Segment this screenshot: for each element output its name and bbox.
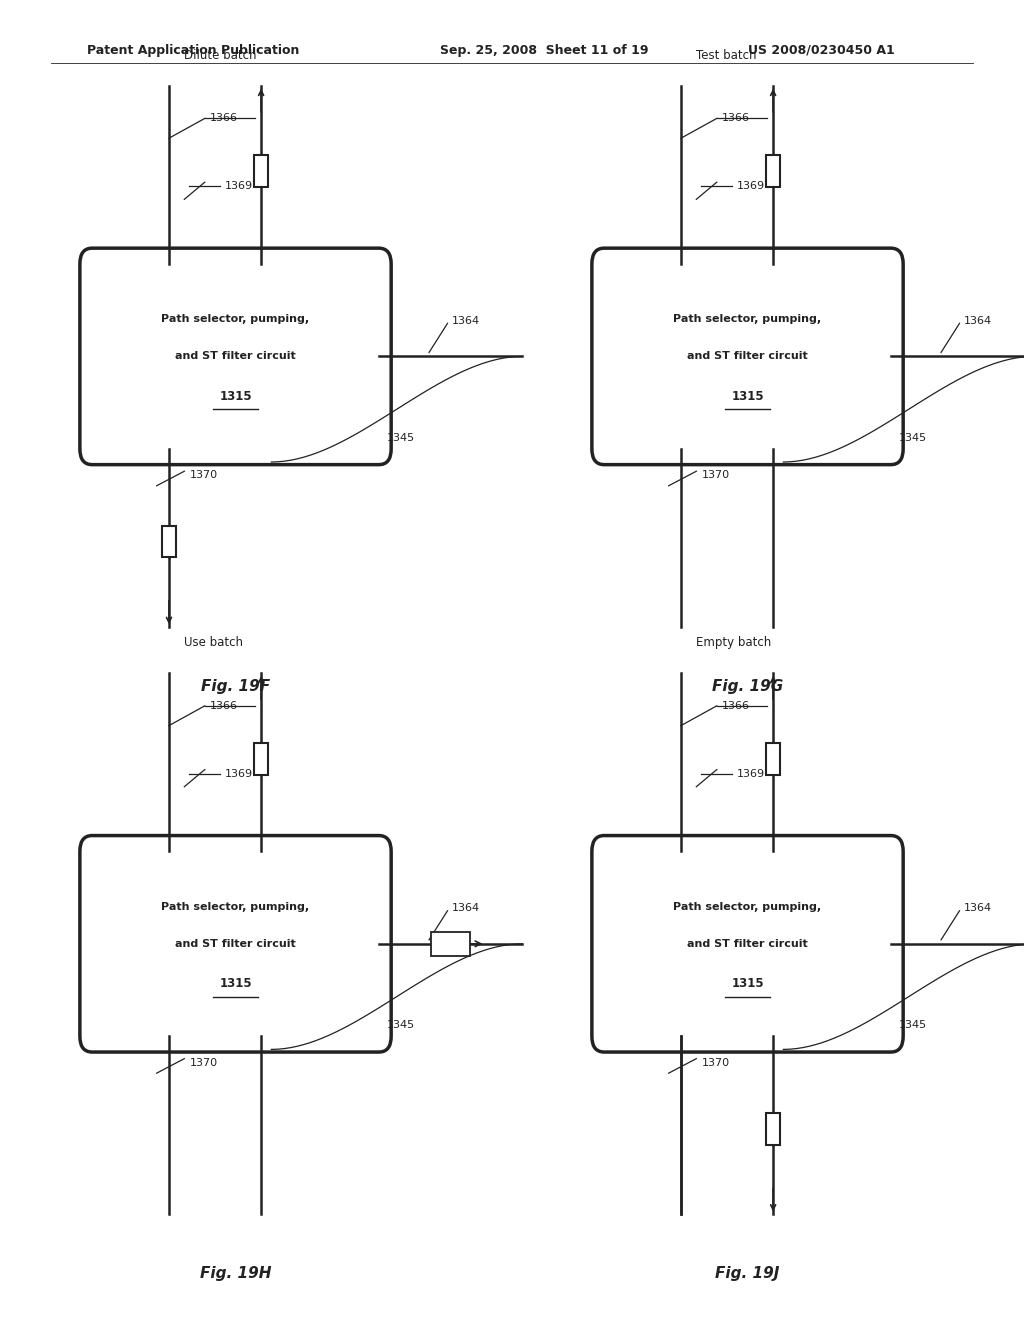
Text: Dilute batch: Dilute batch	[184, 49, 257, 62]
FancyBboxPatch shape	[592, 248, 903, 465]
Text: 1369: 1369	[737, 768, 765, 779]
Text: 1370: 1370	[189, 1057, 217, 1068]
Text: 1345: 1345	[387, 1020, 415, 1031]
Text: Path selector, pumping,: Path selector, pumping,	[162, 902, 309, 912]
Text: Path selector, pumping,: Path selector, pumping,	[674, 314, 821, 325]
Text: Fig. 19G: Fig. 19G	[712, 678, 783, 694]
Bar	[431, 932, 470, 956]
Text: 1364: 1364	[964, 315, 991, 326]
FancyBboxPatch shape	[80, 248, 391, 465]
Bar	[766, 1113, 780, 1144]
Text: 1370: 1370	[701, 1057, 729, 1068]
Text: Test batch: Test batch	[696, 49, 757, 62]
Text: 1366: 1366	[210, 701, 238, 710]
Text: 1345: 1345	[899, 433, 927, 444]
Text: 1315: 1315	[731, 977, 764, 990]
Text: 1366: 1366	[210, 114, 238, 123]
Text: 1315: 1315	[219, 389, 252, 403]
Text: Fig. 19F: Fig. 19F	[201, 678, 270, 694]
Text: Sep. 25, 2008  Sheet 11 of 19: Sep. 25, 2008 Sheet 11 of 19	[440, 44, 649, 57]
Text: Empty batch: Empty batch	[696, 636, 771, 649]
Bar	[766, 156, 780, 187]
Text: 1370: 1370	[701, 470, 729, 480]
Text: Patent Application Publication: Patent Application Publication	[87, 44, 299, 57]
Text: and ST filter circuit: and ST filter circuit	[687, 939, 808, 949]
Text: US 2008/0230450 A1: US 2008/0230450 A1	[748, 44, 894, 57]
Text: and ST filter circuit: and ST filter circuit	[175, 939, 296, 949]
Text: 1345: 1345	[387, 433, 415, 444]
Text: Fig. 19H: Fig. 19H	[200, 1266, 271, 1282]
Text: 1366: 1366	[722, 701, 750, 710]
Text: and ST filter circuit: and ST filter circuit	[175, 351, 296, 362]
Bar	[254, 743, 268, 775]
FancyBboxPatch shape	[592, 836, 903, 1052]
Text: 1315: 1315	[731, 389, 764, 403]
Text: 1364: 1364	[452, 903, 479, 913]
Bar	[254, 156, 268, 187]
Bar	[766, 743, 780, 775]
Text: 1369: 1369	[225, 768, 253, 779]
Text: 1364: 1364	[452, 315, 479, 326]
Bar	[162, 525, 176, 557]
Text: 1315: 1315	[219, 977, 252, 990]
Text: 1364: 1364	[964, 903, 991, 913]
Text: Path selector, pumping,: Path selector, pumping,	[674, 902, 821, 912]
Text: Use batch: Use batch	[184, 636, 244, 649]
Text: 1369: 1369	[225, 181, 253, 191]
Text: 1345: 1345	[899, 1020, 927, 1031]
Text: 1370: 1370	[189, 470, 217, 480]
Text: 1366: 1366	[722, 114, 750, 123]
FancyBboxPatch shape	[80, 836, 391, 1052]
Text: Path selector, pumping,: Path selector, pumping,	[162, 314, 309, 325]
Text: and ST filter circuit: and ST filter circuit	[687, 351, 808, 362]
Text: Fig. 19J: Fig. 19J	[716, 1266, 779, 1282]
Text: 1369: 1369	[737, 181, 765, 191]
